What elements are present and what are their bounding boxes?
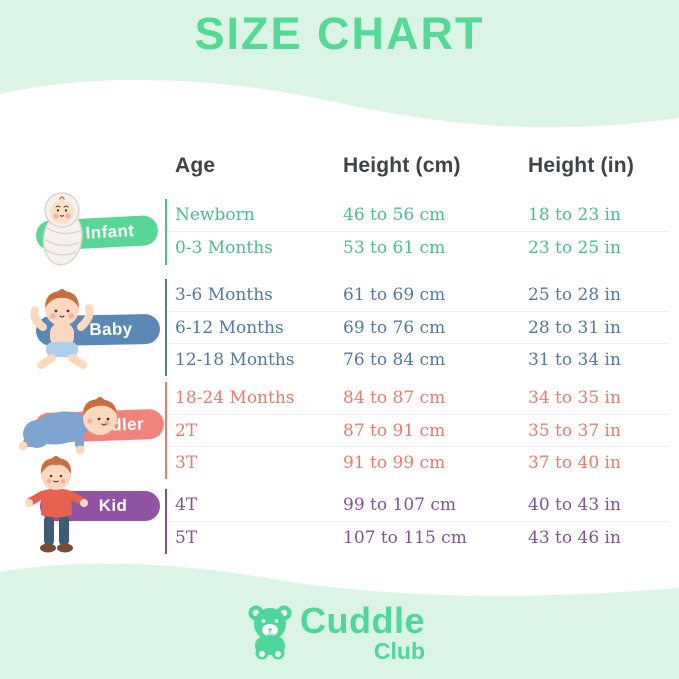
age-cell: 2T [175,420,198,441]
size-group-kid: 4T 99 to 107 cm 40 to 43 in 5T 107 to 11… [165,489,670,554]
height-in-cell: 37 to 40 in [528,452,621,473]
height-in-cell: 23 to 25 in [528,237,621,258]
toddler-illustration [18,397,117,455]
height-cm-cell: 91 to 99 cm [343,452,446,473]
teddy-bear-icon [248,605,292,660]
size-group-infant: Newborn 46 to 56 cm 18 to 23 in 0-3 Mont… [165,199,670,265]
infant-illustration [42,192,83,266]
height-cm-cell: 46 to 56 cm [343,205,446,225]
header-age: Age [175,154,216,177]
kid-illustration [25,456,88,553]
height-cm-cell: 87 to 91 cm [343,420,446,441]
height-in-cell: 34 to 35 in [528,388,621,408]
age-cell: 12-18 Months [175,349,295,370]
baby-illustration [30,289,94,369]
age-cell: 3-6 Months [175,285,273,305]
age-cell: Newborn [175,205,255,225]
table-row: Newborn 46 to 56 cm 18 to 23 in [167,199,670,231]
brand-logo: Cuddle Club [246,603,425,663]
age-cell: 3T [175,452,198,473]
age-cell: 6-12 Months [175,317,284,338]
header-height-cm: Height (cm) [343,154,461,177]
size-group-toddler: 18-24 Months 84 to 87 cm 34 to 35 in 2T … [165,382,670,479]
height-in-cell: 28 to 31 in [528,317,621,338]
table-row: 5T 107 to 115 cm 43 to 46 in [167,521,670,553]
age-cell: 4T [175,495,198,515]
age-cell: 18-24 Months [175,388,295,408]
table-header-row: Age Height (cm) Height (in) [165,150,670,182]
height-in-cell: 35 to 37 in [528,420,621,441]
table-row: 3-6 Months 61 to 69 cm 25 to 28 in [167,279,670,311]
height-cm-cell: 53 to 61 cm [343,237,446,258]
table-row: 18-24 Months 84 to 87 cm 34 to 35 in [167,382,670,414]
brand-name: Cuddle [300,600,425,641]
table-row: 2T 87 to 91 cm 35 to 37 in [167,414,670,446]
height-cm-cell: 76 to 84 cm [343,349,446,370]
table-row: 6-12 Months 69 to 76 cm 28 to 31 in [167,311,670,343]
age-cell: 5T [175,527,198,548]
table-row: 3T 91 to 99 cm 37 to 40 in [167,446,670,478]
table-row: 0-3 Months 53 to 61 cm 23 to 25 in [167,231,670,263]
height-cm-cell: 61 to 69 cm [343,285,446,305]
height-in-cell: 40 to 43 in [528,495,621,515]
height-in-cell: 31 to 34 in [528,349,621,370]
table-row: 12-18 Months 76 to 84 cm 31 to 34 in [167,343,670,375]
height-in-cell: 25 to 28 in [528,285,621,305]
page-title: SIZE CHART [194,8,485,59]
table-row: 4T 99 to 107 cm 40 to 43 in [167,489,670,521]
size-group-baby: 3-6 Months 61 to 69 cm 25 to 28 in 6-12 … [165,279,670,376]
height-cm-cell: 99 to 107 cm [343,495,456,515]
header-height-in: Height (in) [528,154,635,177]
height-in-cell: 18 to 23 in [528,205,621,225]
height-in-cell: 43 to 46 in [528,527,621,548]
brand-subname: Club [373,638,425,664]
top-wave-decoration [0,0,679,128]
height-cm-cell: 84 to 87 cm [343,388,446,408]
bottom-wave-decoration [0,563,679,679]
height-cm-cell: 69 to 76 cm [343,317,446,338]
kid-badge-label: Kid [98,496,128,515]
height-cm-cell: 107 to 115 cm [343,527,467,548]
age-cell: 0-3 Months [175,237,273,258]
